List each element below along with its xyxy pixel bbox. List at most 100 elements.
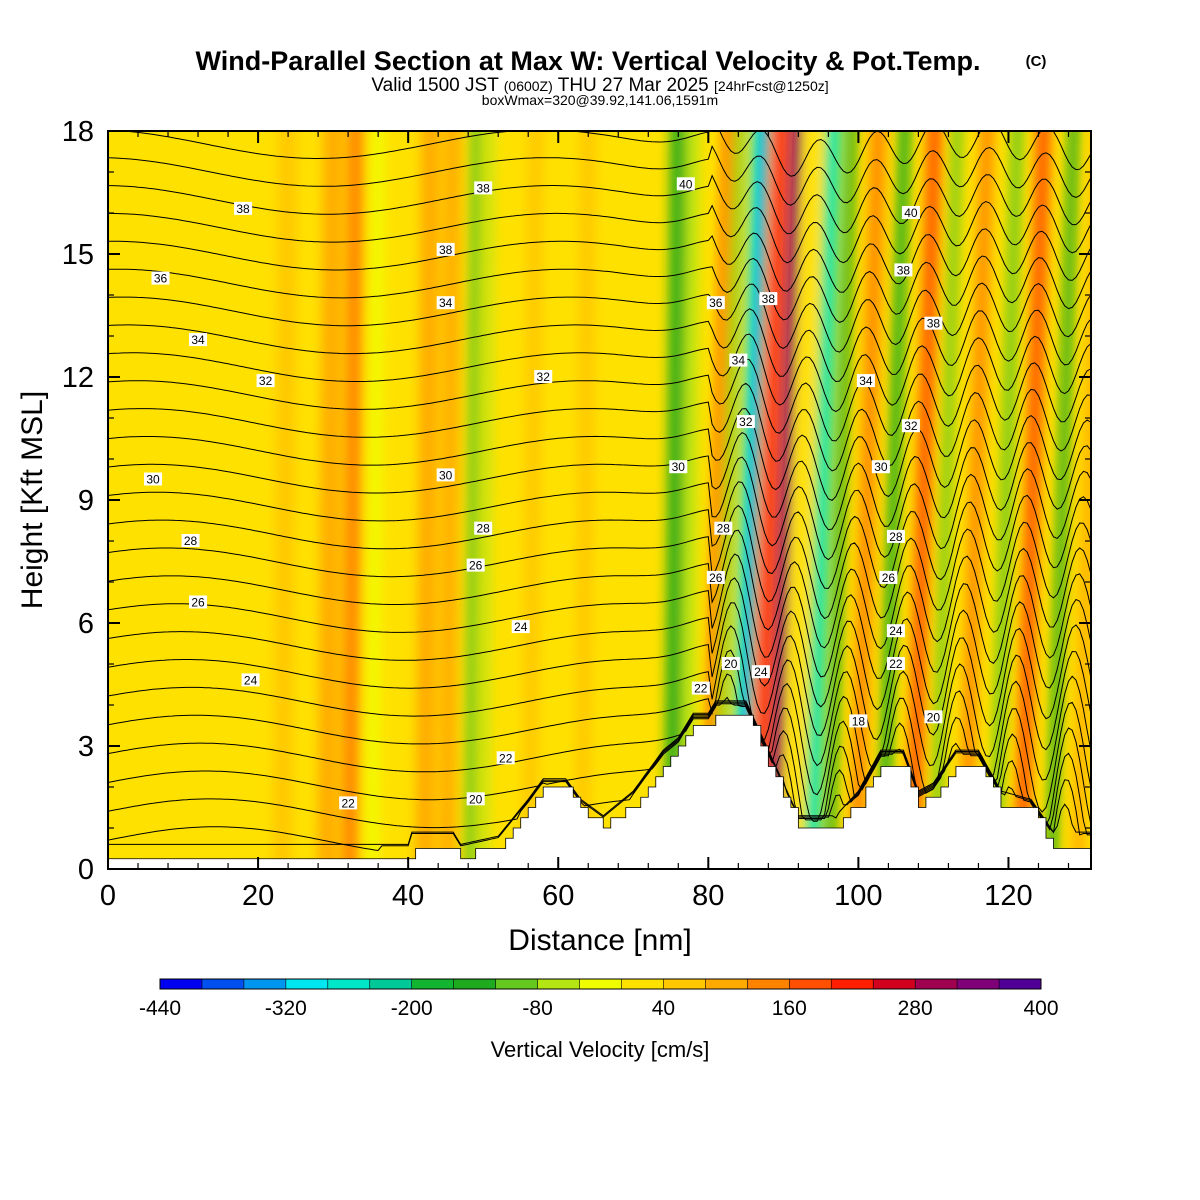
- theta-label: 36: [151, 271, 170, 286]
- x-tick-label: 80: [692, 880, 724, 912]
- theta-label: 24: [886, 624, 905, 638]
- theta-label-text: 32: [904, 419, 918, 433]
- theta-label-box: [466, 792, 485, 806]
- theta-contour-line: [108, 700, 1091, 845]
- theta-label: 24: [751, 665, 770, 679]
- y-tick-label: 6: [78, 608, 94, 640]
- theta-label-box: [669, 460, 688, 474]
- theta-label: 20: [721, 657, 740, 671]
- theta-label-box: [534, 370, 553, 383]
- colorbar-swatch: [789, 979, 832, 989]
- velocity-band: [128, 131, 157, 869]
- theta-label-text: 26: [882, 571, 896, 585]
- utc-time: (0600Z): [504, 78, 553, 94]
- colorbar-swatch: [495, 979, 539, 989]
- velocity-band: [740, 131, 769, 869]
- theta-label: 26: [466, 558, 485, 573]
- theta-contour-line: [108, 696, 1091, 827]
- theta-label-text: 34: [439, 296, 453, 310]
- velocity-band: [415, 131, 440, 869]
- theta-label-text: 36: [709, 296, 723, 310]
- theta-label-text: 38: [897, 263, 911, 277]
- x-tick-label: 0: [100, 880, 116, 912]
- theta-label-text: 24: [754, 665, 768, 679]
- colorbar-tick-label: 160: [772, 997, 807, 1020]
- theta-label: 30: [436, 468, 455, 482]
- colorbar-swatch: [411, 979, 455, 989]
- velocity-band: [959, 131, 994, 869]
- theta-label-text: 22: [499, 751, 513, 765]
- y-tick-label: 9: [78, 485, 94, 517]
- velocity-band: [494, 131, 512, 869]
- theta-label-text: 28: [889, 530, 903, 544]
- theta-label-text: 36: [154, 272, 168, 286]
- valid-time-line: Valid 1500 JST (0600Z) THU 27 Mar 2025 […: [371, 75, 828, 96]
- velocity-band: [464, 131, 481, 869]
- x-axis-label: Distance [nm]: [508, 924, 691, 957]
- colorbar-swatch: [915, 979, 958, 989]
- theta-label: 28: [474, 521, 493, 536]
- colorbar-swatch: [705, 979, 748, 989]
- theta-label: 32: [901, 419, 920, 433]
- theta-contour-line: [116, 131, 1091, 177]
- colorbar-swatch: [369, 979, 413, 989]
- theta-label-text: 26: [709, 571, 723, 585]
- theta-label-text: 20: [469, 792, 483, 806]
- theta-label: 26: [189, 595, 208, 610]
- theta-label-box: [924, 316, 943, 330]
- theta-label: 38: [234, 201, 253, 216]
- theta-label-text: 28: [184, 534, 198, 548]
- theta-label-box: [691, 681, 710, 695]
- theta-label-box: [751, 665, 770, 679]
- theta-contour-line: [108, 174, 1091, 235]
- velocity-field: [128, 131, 1091, 869]
- theta-label-text: 30: [439, 468, 453, 482]
- velocity-band: [989, 131, 1023, 869]
- theta-label: 32: [534, 370, 553, 384]
- y-axis-label: Height [Kft MSL]: [16, 391, 49, 609]
- colorbar-swatch: [999, 979, 1042, 989]
- theta-label: 30: [669, 460, 688, 474]
- theta-label-box: [181, 534, 200, 547]
- velocity-band: [752, 131, 787, 869]
- theta-label-text: 22: [694, 682, 708, 696]
- velocity-band: [768, 131, 802, 869]
- copyright-mark: (C): [1026, 53, 1047, 70]
- theta-label-box: [886, 657, 905, 670]
- velocity-band: [317, 131, 343, 869]
- theta-label-box: [511, 620, 530, 634]
- theta-label: 34: [436, 296, 455, 310]
- theta-label-box: [189, 333, 208, 347]
- theta-label-text: 24: [244, 673, 258, 687]
- theta-contour-labels: 38 38 40 40 36 38 38 34 36 38 38 34 34 32 32 34 32 32 30 30…: [144, 177, 943, 810]
- colorbar-tick-label: -200: [391, 997, 433, 1020]
- theta-label-box: [436, 296, 455, 310]
- theta-label-box: [496, 751, 515, 765]
- colorbar-swatch: [957, 979, 1000, 989]
- theta-label-box: [339, 796, 358, 810]
- velocity-band: [877, 131, 911, 869]
- theta-label-text: 20: [927, 710, 941, 724]
- theta-contour-line: [108, 382, 1091, 472]
- colorbar-swatch: [747, 979, 790, 989]
- theta-label-text: 30: [874, 460, 888, 474]
- theta-label-box: [256, 374, 275, 388]
- theta-label: 28: [714, 521, 733, 536]
- colorbar-tick-label: -80: [522, 997, 552, 1020]
- theta-label: 32: [256, 374, 275, 388]
- colorbar: -440 -320 -200 -80 40 160 280 400: [139, 978, 1059, 1020]
- theta-label-text: 34: [859, 374, 873, 388]
- velocity-band: [930, 131, 962, 869]
- plot-area: 38 38 40 40 36 38 38 34 36 38 38 34 34 32 32 34 32 32 30 30…: [108, 131, 1091, 869]
- theta-label-box: [714, 521, 733, 535]
- theta-label-text: 40: [679, 177, 693, 191]
- theta-contour-line: [108, 431, 1091, 531]
- theta-label: 40: [901, 206, 920, 220]
- x-tick-label: 40: [392, 880, 424, 912]
- theta-label: 28: [886, 529, 905, 544]
- theta-label-text: 24: [514, 620, 528, 634]
- colorbar-tick-label: -320: [265, 997, 307, 1020]
- colorbar-tick-label: 40: [652, 997, 675, 1020]
- theta-contours: [108, 131, 1091, 852]
